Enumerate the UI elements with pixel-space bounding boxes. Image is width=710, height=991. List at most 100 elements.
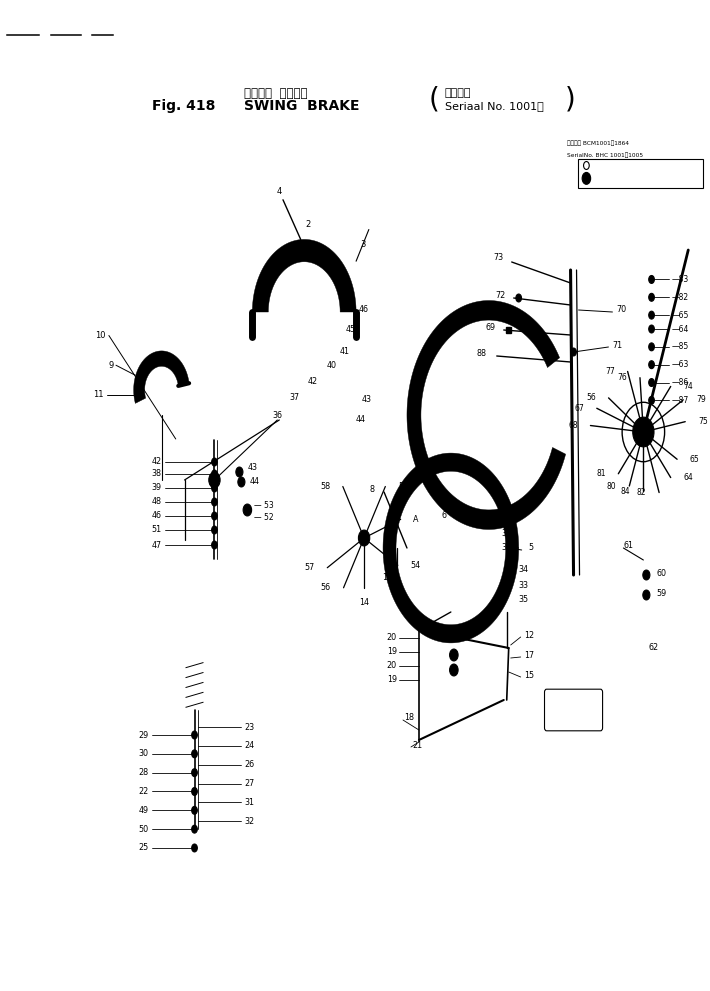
Text: 18: 18 xyxy=(404,714,414,722)
Text: 67: 67 xyxy=(574,403,584,413)
Text: 58: 58 xyxy=(320,482,330,491)
Text: スイング  ブレーキ: スイング ブレーキ xyxy=(244,86,308,100)
Text: 74: 74 xyxy=(684,382,693,391)
Circle shape xyxy=(243,504,251,516)
Circle shape xyxy=(584,162,589,169)
Polygon shape xyxy=(383,453,519,643)
Circle shape xyxy=(643,570,650,580)
Text: —82: —82 xyxy=(672,292,689,302)
Circle shape xyxy=(649,311,655,319)
Circle shape xyxy=(449,664,458,676)
Text: SerialNo. BHC 1001～1005: SerialNo. BHC 1001～1005 xyxy=(567,153,643,159)
Text: 37: 37 xyxy=(289,393,300,402)
Circle shape xyxy=(192,788,197,796)
Text: 17: 17 xyxy=(524,650,534,659)
Text: 15: 15 xyxy=(524,671,534,680)
Text: 69: 69 xyxy=(486,323,496,333)
Text: —83: —83 xyxy=(672,275,689,284)
Circle shape xyxy=(236,467,243,477)
Circle shape xyxy=(649,343,655,351)
Text: 20: 20 xyxy=(387,662,397,671)
Text: 14: 14 xyxy=(359,598,369,606)
Text: 23: 23 xyxy=(244,722,254,731)
Text: 46: 46 xyxy=(359,305,369,314)
Text: 26: 26 xyxy=(244,760,254,769)
Text: 33: 33 xyxy=(519,581,529,590)
Circle shape xyxy=(192,826,197,833)
Circle shape xyxy=(192,750,197,758)
Text: 42: 42 xyxy=(307,378,317,386)
Text: 56: 56 xyxy=(586,393,596,402)
Text: 35: 35 xyxy=(502,543,512,553)
Text: 33: 33 xyxy=(502,528,512,537)
Bar xyxy=(578,159,702,188)
Text: 48: 48 xyxy=(151,497,161,506)
Circle shape xyxy=(643,590,650,600)
FancyBboxPatch shape xyxy=(545,689,603,730)
Polygon shape xyxy=(252,240,356,312)
Text: SWING  BRAKE: SWING BRAKE xyxy=(244,99,360,113)
Circle shape xyxy=(212,512,217,520)
Text: 54: 54 xyxy=(410,561,421,570)
Text: 31: 31 xyxy=(244,798,254,807)
Circle shape xyxy=(209,472,220,488)
Circle shape xyxy=(449,649,458,661)
Circle shape xyxy=(192,769,197,777)
Text: —85: —85 xyxy=(672,342,689,352)
Circle shape xyxy=(192,731,197,739)
Text: Fig. 418: Fig. 418 xyxy=(152,99,216,113)
Text: 21: 21 xyxy=(412,740,422,749)
Text: 19: 19 xyxy=(387,647,397,656)
Text: 35: 35 xyxy=(519,596,529,605)
Text: —86: —86 xyxy=(672,378,689,387)
Text: 41: 41 xyxy=(339,348,349,357)
Text: —64: —64 xyxy=(672,324,689,334)
Text: 68: 68 xyxy=(568,421,578,430)
Text: 8: 8 xyxy=(369,486,374,495)
Text: 84: 84 xyxy=(621,487,630,496)
Text: 20: 20 xyxy=(387,633,397,642)
Text: — 53: — 53 xyxy=(254,500,274,509)
Text: 75: 75 xyxy=(698,417,708,426)
Circle shape xyxy=(582,172,591,184)
Text: 43: 43 xyxy=(362,395,372,404)
Text: 60: 60 xyxy=(656,569,667,578)
Text: 46: 46 xyxy=(151,511,161,520)
Text: 73: 73 xyxy=(493,254,503,263)
Text: 79: 79 xyxy=(696,395,706,404)
Text: 59: 59 xyxy=(656,589,667,598)
Text: 9: 9 xyxy=(109,361,114,370)
Text: 43: 43 xyxy=(247,464,257,473)
Text: 3: 3 xyxy=(361,240,366,249)
Text: 81: 81 xyxy=(596,470,606,479)
Text: 39: 39 xyxy=(151,484,161,493)
Text: —79: —79 xyxy=(599,161,616,170)
Text: 45: 45 xyxy=(346,325,356,335)
Circle shape xyxy=(571,348,577,356)
Circle shape xyxy=(238,477,245,487)
Text: 49: 49 xyxy=(138,806,148,815)
Circle shape xyxy=(192,844,197,852)
Text: 70: 70 xyxy=(616,305,626,314)
Text: 71: 71 xyxy=(613,341,623,350)
Text: 製品番号 BCM1001～1864: 製品番号 BCM1001～1864 xyxy=(567,141,628,147)
Circle shape xyxy=(649,293,655,301)
Bar xyxy=(506,326,511,333)
Text: 76: 76 xyxy=(618,374,627,383)
Text: 50: 50 xyxy=(138,825,148,833)
Text: 34: 34 xyxy=(519,566,529,575)
Text: 51: 51 xyxy=(151,525,161,534)
Text: ): ) xyxy=(564,85,576,113)
Circle shape xyxy=(649,325,655,333)
Text: —78: —78 xyxy=(599,173,616,183)
Polygon shape xyxy=(407,300,566,529)
Circle shape xyxy=(649,379,655,386)
Circle shape xyxy=(649,396,655,404)
Circle shape xyxy=(212,470,217,478)
Text: 10: 10 xyxy=(95,331,105,340)
Text: 11: 11 xyxy=(94,390,104,399)
Text: 80: 80 xyxy=(607,482,616,491)
Text: 77: 77 xyxy=(605,367,615,376)
Circle shape xyxy=(359,530,370,546)
Text: —63: —63 xyxy=(672,360,689,370)
